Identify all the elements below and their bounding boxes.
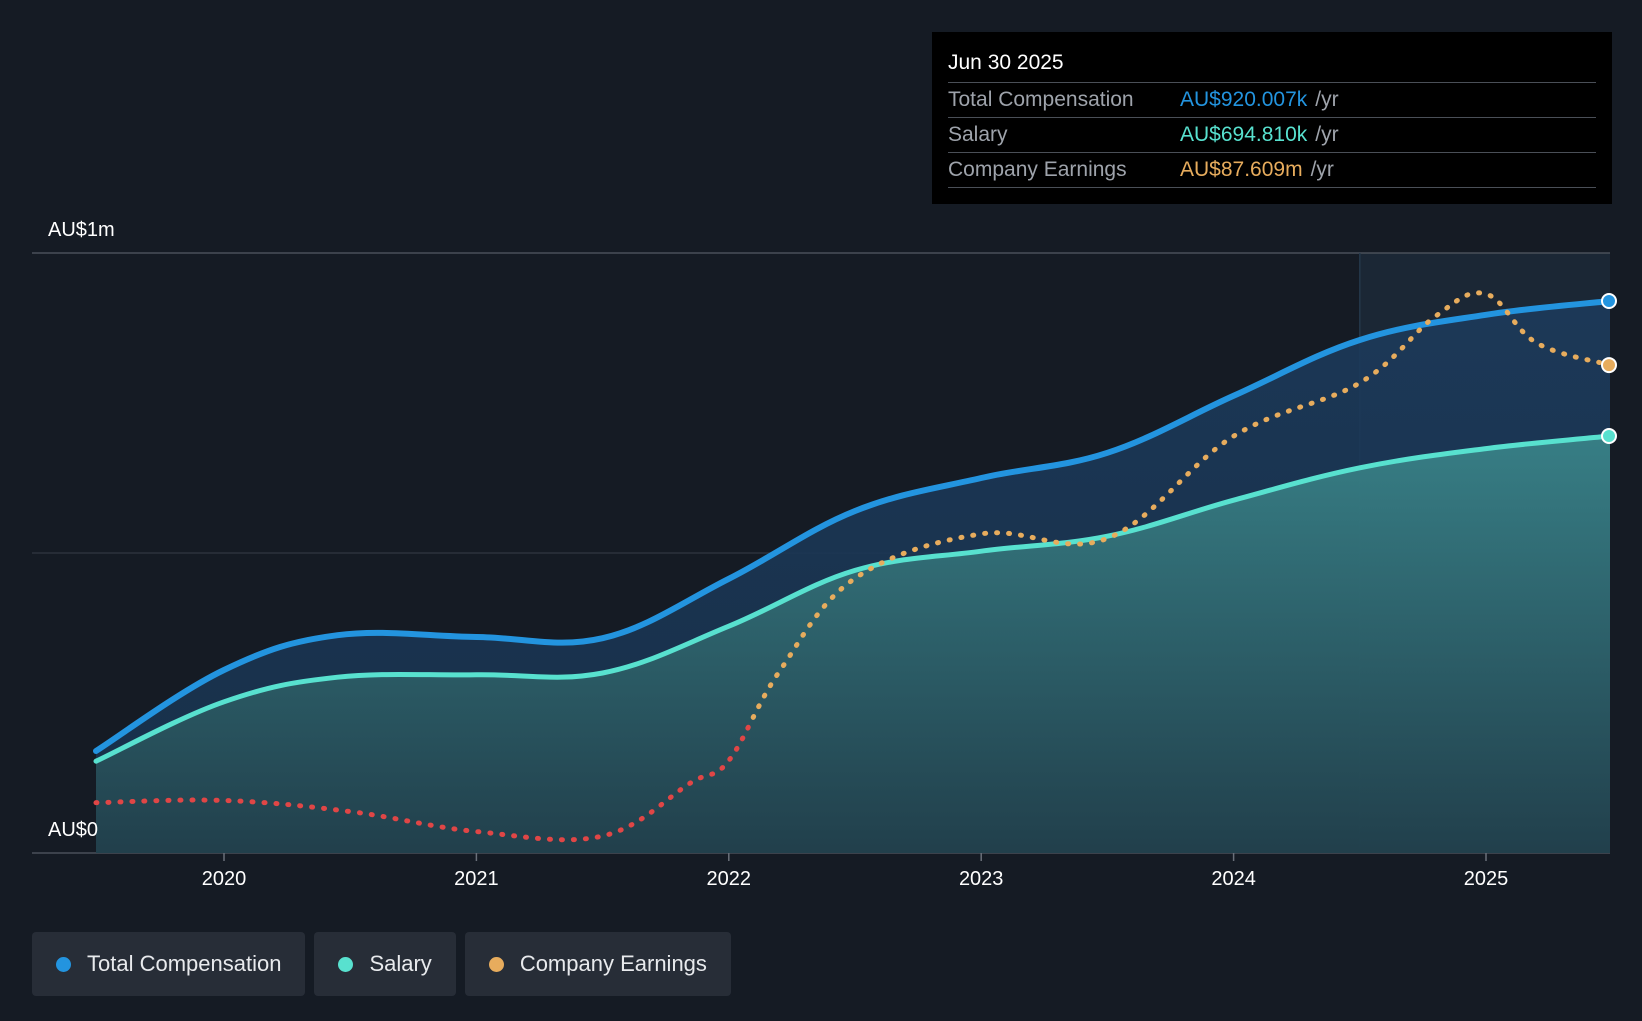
tooltip-label: Salary bbox=[948, 123, 1008, 146]
tooltip-unit: /yr bbox=[1310, 158, 1334, 181]
tooltip-date: Jun 30 2025 bbox=[948, 48, 1596, 83]
legend-dot-icon bbox=[488, 956, 504, 972]
x-tick-label: 2025 bbox=[1464, 868, 1509, 890]
y-axis-top-label: AU$1m bbox=[48, 219, 115, 241]
earnings-line-negative bbox=[93, 720, 755, 843]
tooltip-label: Total Compensation bbox=[948, 88, 1134, 111]
earnings-end-point bbox=[1601, 357, 1617, 374]
x-tick-label: 2022 bbox=[707, 868, 752, 890]
salary-line bbox=[93, 433, 1613, 764]
total-end-point bbox=[1601, 293, 1617, 309]
tooltip-value-salary: AU$694.810k bbox=[1180, 123, 1308, 146]
company-earnings-line bbox=[93, 290, 1613, 843]
tooltip-row-total: Total Compensation AU$920.007k /yr bbox=[948, 83, 1596, 118]
tooltip-row-earnings: Company Earnings AU$87.609m /yr bbox=[948, 153, 1596, 188]
tooltip-row-salary: Salary AU$694.810k /yr bbox=[948, 118, 1596, 153]
legend-dot-icon bbox=[338, 956, 354, 972]
x-axis-ticks: 2020 2021 2022 2023 2024 2025 bbox=[202, 853, 1509, 890]
x-tick-label: 2020 bbox=[202, 868, 247, 890]
legend-label: Company Earnings bbox=[519, 951, 707, 976]
tooltip-unit: /yr bbox=[1315, 123, 1339, 146]
legend-label: Salary bbox=[369, 951, 432, 976]
tooltip-unit: /yr bbox=[1315, 88, 1339, 111]
tooltip-value-earnings: AU$87.609m bbox=[1180, 158, 1303, 181]
x-tick-label: 2024 bbox=[1211, 868, 1256, 890]
x-tick-label: 2021 bbox=[454, 868, 499, 890]
end-markers bbox=[1601, 293, 1617, 444]
x-tick-label: 2023 bbox=[959, 868, 1004, 890]
legend-item-total-compensation[interactable]: Total Compensation bbox=[32, 932, 306, 996]
legend-item-salary[interactable]: Salary bbox=[314, 932, 456, 996]
total-compensation-line bbox=[93, 298, 1613, 754]
tooltip-label: Company Earnings bbox=[948, 158, 1127, 181]
salary-end-point bbox=[1601, 428, 1617, 444]
legend-label: Total Compensation bbox=[87, 951, 282, 976]
hover-tooltip: Jun 30 2025 Total Compensation AU$920.00… bbox=[932, 32, 1612, 204]
legend-item-company-earnings[interactable]: Company Earnings bbox=[464, 932, 731, 996]
chart-legend: Total Compensation Salary Company Earnin… bbox=[32, 932, 731, 996]
tooltip-value-total: AU$920.007k bbox=[1180, 88, 1308, 111]
salary-area bbox=[96, 436, 1610, 853]
legend-dot-icon bbox=[56, 956, 71, 972]
y-axis-bottom-label: AU$0 bbox=[48, 819, 98, 841]
